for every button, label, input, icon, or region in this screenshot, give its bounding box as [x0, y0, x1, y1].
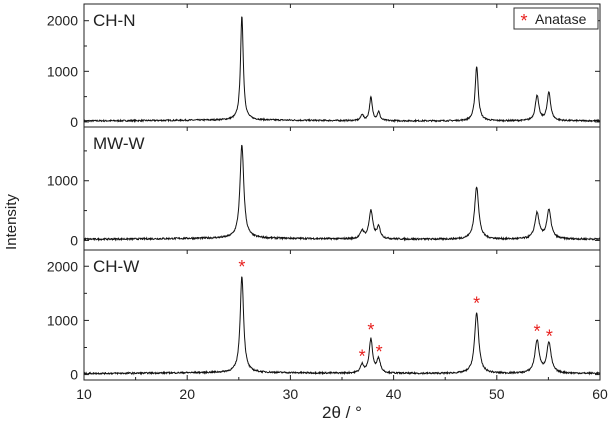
anatase-marker: * — [359, 347, 366, 367]
y-tick-label: 2000 — [47, 13, 78, 29]
xrd-trace-ch-w — [83, 276, 601, 376]
x-axis-label: 2θ / ° — [322, 403, 362, 422]
anatase-marker: * — [367, 320, 374, 340]
y-tick-label: 1000 — [47, 63, 78, 79]
panel-title: MW-W — [93, 134, 145, 153]
x-tick-label: 40 — [386, 386, 402, 402]
anatase-marker: * — [473, 293, 480, 313]
y-tick-label: 1000 — [47, 173, 78, 189]
anatase-marker: * — [238, 257, 245, 277]
legend-marker: * — [520, 11, 527, 31]
x-tick-label: 10 — [76, 386, 92, 402]
xrd-trace-ch-n — [83, 16, 601, 123]
y-axis-label: Intensity — [3, 194, 20, 250]
y-tick-label: 0 — [70, 367, 78, 383]
x-tick-label: 20 — [179, 386, 195, 402]
x-axis: 10 20 30 40 50 60 — [76, 4, 608, 402]
x-tick-label: 60 — [592, 386, 608, 402]
y-tick-label: 1000 — [47, 312, 78, 328]
x-tick-label: 50 — [489, 386, 505, 402]
legend: * Anatase — [513, 7, 599, 31]
y-tick-label: 2000 — [47, 258, 78, 274]
y-tick-label: 0 — [70, 114, 78, 130]
x-tick-label: 30 — [283, 386, 299, 402]
anatase-marker: * — [376, 342, 383, 362]
panel-frame — [83, 126, 601, 251]
anatase-marker: * — [534, 322, 541, 342]
panel-title: CH-W — [93, 257, 139, 276]
anatase-marker: * — [546, 327, 553, 347]
xrd-trace-mw-w — [83, 144, 601, 242]
legend-label: Anatase — [535, 11, 587, 27]
panel-title: CH-N — [93, 11, 136, 30]
panel-mw-w: 0 1000 MW-W — [47, 126, 601, 251]
legend-box — [513, 7, 599, 30]
panel-frame — [83, 249, 601, 381]
y-tick-label: 0 — [70, 232, 78, 248]
